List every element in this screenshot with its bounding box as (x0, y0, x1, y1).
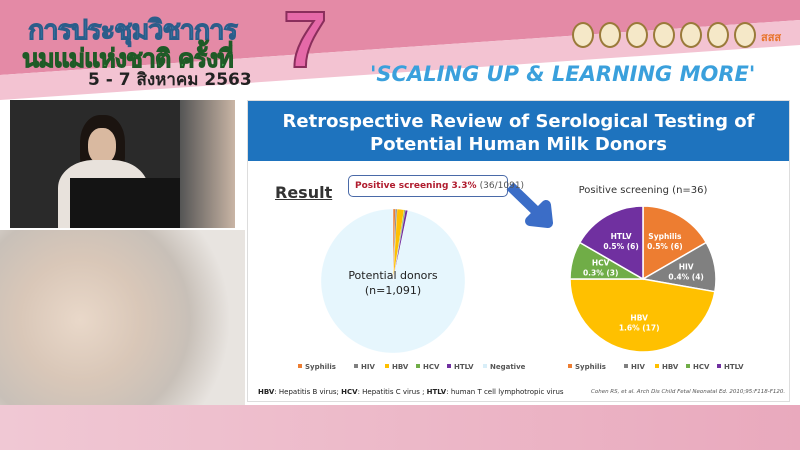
arrow-icon (506, 182, 553, 228)
pie-charts: Syphilis HIV HBV HCV HTLV Negative Potential d… (298, 182, 744, 371)
legend-swatch (483, 364, 487, 368)
conference-title-line2: นมแม่แห่งชาติ ครั้งที่ (22, 44, 235, 74)
legend-swatch (717, 364, 721, 368)
logo-icon (680, 22, 702, 48)
logo-icon (626, 22, 648, 48)
logo-icon (734, 22, 756, 48)
legend-label: HBV (392, 363, 409, 371)
footnote-abbr: HCV (341, 388, 358, 396)
citation: Cohen RS, et al. Arch Dis Child Fetal Ne… (591, 389, 786, 395)
result-heading: Result (275, 183, 333, 202)
footnote-abbr: HBV (258, 388, 275, 396)
slice-label: HIV (679, 262, 694, 271)
footnote-text: : Hepatitis B virus; (274, 388, 342, 396)
footnote-abbr: HTLV (426, 388, 447, 396)
legend-label: Negative (490, 363, 526, 371)
legend-swatch (447, 364, 451, 368)
logo-icon (599, 22, 621, 48)
legend-swatch (655, 364, 659, 368)
legend-label: Syphilis (305, 363, 336, 371)
legend-label: HTLV (724, 363, 744, 371)
slice-label: 0.4% (4) (668, 272, 704, 281)
decorative-child-photo (0, 230, 245, 420)
legend-swatch (385, 364, 389, 368)
center-label: Potential donors (348, 269, 438, 282)
legend-label: HBV (662, 363, 679, 371)
slice-label: Syphilis (648, 232, 682, 241)
slice-label: 0.3% (3) (583, 269, 619, 278)
slide-title-line1: Retrospective Review of Serological Test… (282, 111, 755, 132)
footnote-text: : Hepatitis C virus ; (357, 388, 427, 396)
legend-label: HTLV (454, 363, 474, 371)
thaihealth-logo: สสส (761, 31, 782, 44)
logo-icon (572, 22, 594, 48)
conference-date: 5 - 7 สิงหาคม 2563 (88, 70, 252, 90)
slice-label: HBV (630, 314, 648, 323)
pie-slice-hbv (569, 278, 716, 353)
tagline: 'SCALING UP & LEARNING MORE' (370, 62, 756, 86)
slice-label: HCV (592, 259, 610, 268)
positive-label: Positive screening 3.3% (355, 181, 477, 191)
bottom-banner (0, 405, 800, 450)
legend-swatch (354, 364, 358, 368)
pie-slice-syphilis (642, 205, 708, 281)
conference-title-line1: การประชุมวิชาการ (28, 15, 239, 47)
sponsor-logos: สสส (572, 22, 781, 48)
positive-count: (36/1091) (479, 181, 525, 191)
slide-header: Retrospective Review of Serological Test… (248, 101, 789, 161)
presentation-slide: Retrospective Review of Serological Test… (247, 100, 790, 402)
positive-screening-callout: Positive screening 3.3% (36/1091) (348, 175, 524, 197)
slice-label: 0.5% (6) (603, 242, 639, 251)
legend-swatch (624, 364, 628, 368)
footnote: HBV: Hepatitis B virus; HCV: Hepatitis C… (258, 388, 564, 396)
legend-swatch (686, 364, 690, 368)
speaker-video (10, 100, 235, 228)
slice-label: 0.5% (6) (647, 242, 683, 251)
legend-label: HIV (631, 363, 645, 371)
legend-label: HCV (423, 363, 440, 371)
pie-slice-negative (320, 208, 466, 354)
logo-icon (653, 22, 675, 48)
slide-title-line2: Potential Human Milk Donors (370, 134, 667, 155)
legend-label: HCV (693, 363, 710, 371)
chart-title: Positive screening (n=36) (579, 185, 708, 196)
conference-number: 7 (282, 0, 328, 85)
pie-slice-htlv (578, 205, 644, 281)
center-label: (n=1,091) (365, 284, 421, 297)
footnote-text: : human T cell lymphotropic virus (446, 388, 564, 396)
legend-swatch (298, 364, 302, 368)
legend-label: HIV (361, 363, 375, 371)
legend-swatch (568, 364, 572, 368)
legend-swatch (416, 364, 420, 368)
slice-label: HTLV (611, 232, 632, 241)
slice-label: 1.6% (17) (619, 324, 660, 333)
logo-icon (707, 22, 729, 48)
legend-label: Syphilis (575, 363, 606, 371)
